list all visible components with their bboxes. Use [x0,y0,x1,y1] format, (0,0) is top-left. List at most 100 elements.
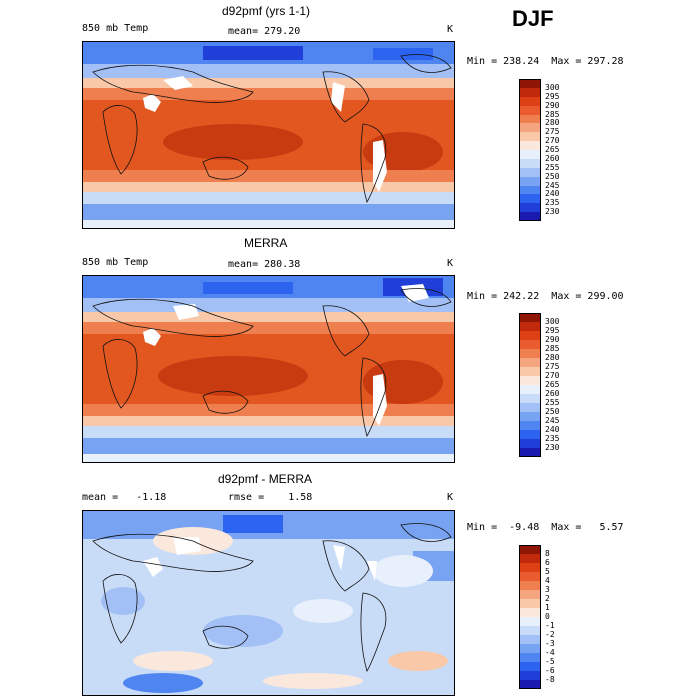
colorbar-tick-label: -2 [545,630,555,639]
colorbar-segment [519,448,541,457]
panel1-variable: 850 mb Temp [82,23,149,34]
colorbar-tick-label: 280 [545,118,560,128]
colorbar-segment [519,123,541,133]
panel3-colorbar: 8 6 5 4 3 2 1 0 -1 -2 -3 -4 -5 -6 -8 [519,545,555,689]
colorbar-tick-label: 5 [545,567,550,576]
panel1-max: Max = 297.28 [551,56,624,67]
colorbar-tick-label: 285 [545,344,560,353]
colorbar-segment [519,176,541,186]
colorbar-segment [519,150,541,159]
colorbar-tick-label: 250 [545,171,560,181]
colorbar-segment [519,653,541,662]
colorbar-segment [519,194,541,204]
colorbar-segment [519,322,541,331]
colorbar-segment [519,349,541,358]
panel2-max: Max = 299.00 [551,291,624,302]
colorbar-tick-label: 280 [545,353,560,362]
colorbar-tick-label: -5 [545,657,555,666]
colorbar-tick-label: 3 [545,585,550,594]
panel3-map [82,510,455,696]
panel1-min: Min = 238.24 [467,56,540,67]
colorbar-tick-label: 255 [545,398,560,407]
colorbar-tick-label: 290 [545,335,560,344]
colorbar-outline [519,545,541,689]
colorbar-tick-label: 295 [545,91,560,101]
colorbar-segment [519,212,541,222]
colorbar-segment [519,313,541,322]
colorbar-tick-label: -8 [545,675,555,684]
colorbar-segment [519,572,541,581]
colorbar-tick-label: 245 [545,416,560,425]
colorbar-segment [519,167,541,177]
colorbar-tick-label: 275 [545,362,560,371]
colorbar-outline [519,79,541,221]
colorbar-tick-label: 270 [545,371,560,380]
colorbar-segment [519,662,541,671]
colorbar-tick-label: 240 [545,189,560,199]
panel1-minmax: Min = 238.24 Max = 297.28 [467,56,624,67]
colorbar-segment [519,590,541,599]
colorbar-tick-label: 6 [545,558,550,567]
colorbar-tick-label: 270 [545,136,560,146]
colorbar-segment [519,358,541,367]
colorbar-tick-label: 265 [545,380,560,389]
colorbar-outline [519,313,541,457]
colorbar-segment [519,671,541,680]
colorbar-segment [519,158,541,168]
colorbar-segment [519,439,541,448]
colorbar-tick-label: 2 [545,594,550,603]
colorbar-tick-label: -1 [545,621,555,630]
colorbar-segment [519,96,541,106]
season-label: DJF [512,6,554,31]
panel1-map-svg [83,42,454,228]
colorbar-segment [519,114,541,124]
panel3-max: Max = 5.57 [551,522,624,533]
colorbar-segment [519,79,541,88]
colorbar-segment [519,132,541,142]
panel1-mean: mean= 279.20 [228,26,301,37]
colorbar-tick-label: 265 [545,145,560,154]
colorbar-tick-label: 275 [545,127,560,137]
colorbar-segment [519,608,541,617]
colorbar-tick-label: 295 [545,326,560,335]
colorbar-segment [519,185,541,195]
colorbar-segment [519,412,541,421]
colorbar-segment [519,340,541,349]
colorbar-segment [519,563,541,572]
panel2-mean: mean= 280.38 [228,259,301,270]
colorbar-segment [519,599,541,608]
colorbar-tick-label: 260 [545,153,560,163]
colorbar-segment [519,87,541,97]
colorbar-tick-label: 260 [545,389,560,398]
colorbar-segment [519,545,541,554]
colorbar-segment [519,430,541,439]
panel2-variable: 850 mb Temp [82,257,149,268]
colorbar-tick-label: 300 [545,317,560,326]
colorbar-tick-label: -6 [545,666,555,675]
panel3-map-svg [83,511,454,695]
colorbar-segment [519,105,541,115]
panel2-unit: K [447,258,454,269]
panel2-min: Min = 242.22 [467,291,540,302]
colorbar-tick-label: 290 [545,100,560,110]
colorbar-segment [519,141,541,151]
colorbar-segment [519,331,541,340]
panel1-colorbar: 300 295 290 285 280 275 270 265 260 255 250 245 240 2… [519,79,559,222]
panel1-title: d92pmf (yrs 1-1) [222,4,311,18]
colorbar-tick-label: 1 [545,603,550,612]
colorbar-segment [519,581,541,590]
colorbar-tick-label: 0 [545,612,550,621]
colorbar-segment [519,617,541,626]
colorbar-tick-label: 245 [545,180,560,190]
colorbar-segment [519,203,541,213]
colorbar-tick-label: 8 [545,549,550,558]
colorbar-tick-label: 250 [545,407,560,416]
panel1-map [82,41,455,229]
panel3-title: d92pmf - MERRA [218,472,313,486]
panel3-rmse: rmse = 1.58 [228,492,313,503]
colorbar-segment [519,644,541,653]
colorbar-tick-label: 230 [545,207,560,217]
colorbar-tick-label: 300 [545,82,560,92]
colorbar-tick-label: 230 [545,443,560,452]
colorbar-tick-label: -4 [545,648,555,657]
